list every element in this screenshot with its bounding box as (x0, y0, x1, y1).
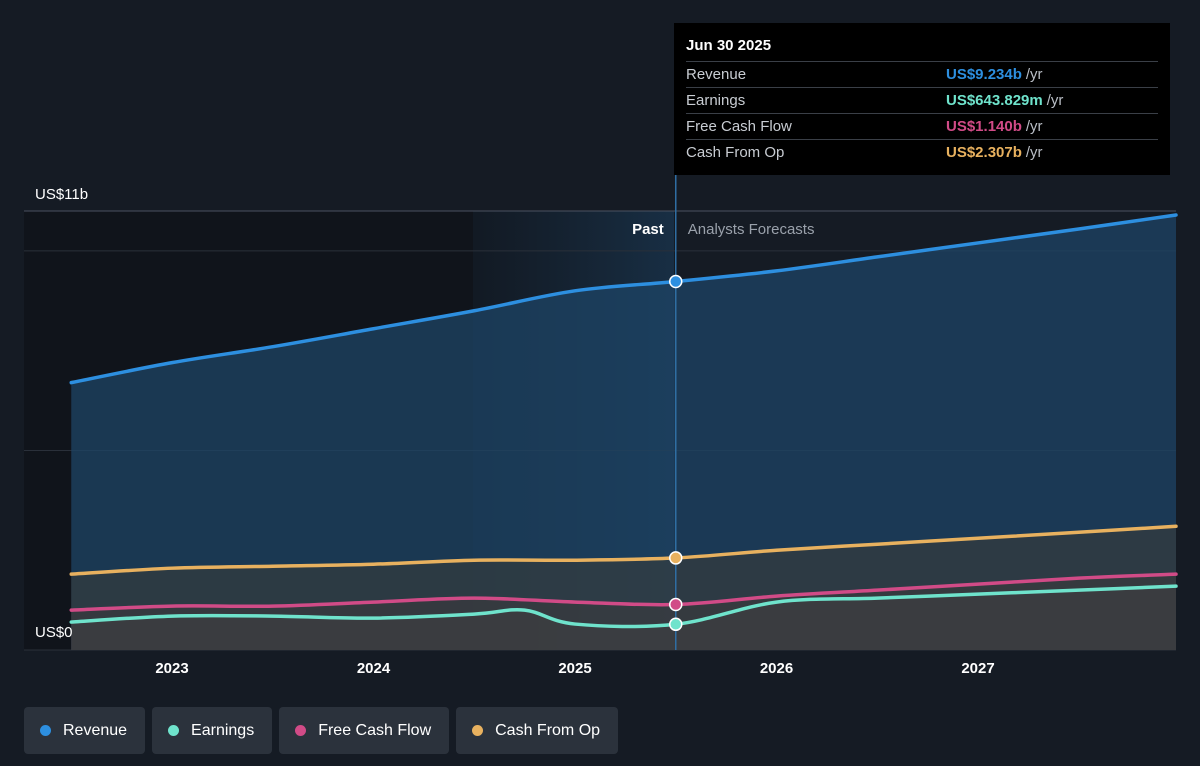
free-cash-flow-marker (669, 597, 683, 612)
legend-dot-icon (168, 725, 180, 736)
tooltip-date: Jun 30 2025 (686, 37, 772, 54)
cash-from-op-marker (669, 551, 683, 565)
tooltip-unit: /yr (1025, 66, 1043, 83)
x-axis-ticks: 2023 2024 2025 2026 2027 (155, 660, 994, 677)
x-tick-label: 2025 (558, 660, 591, 677)
legend-label: Free Cash Flow (318, 721, 432, 739)
revenue-marker (669, 274, 683, 289)
series-markers (669, 274, 683, 632)
tooltip-row-revenue: Revenue US$9.234b /yr (686, 61, 1158, 87)
tooltip-label: Free Cash Flow (686, 118, 792, 135)
earnings-marker (669, 617, 683, 632)
earnings-line (69, 584, 1178, 629)
tooltip-row-cash-from-op: Cash From Op US$2.307b /yr (686, 139, 1158, 165)
legend-item-earnings[interactable]: Earnings (152, 707, 273, 754)
legend-label: Revenue (63, 721, 128, 739)
tooltip-unit: /yr (1025, 144, 1043, 161)
legend-dot-icon (40, 725, 51, 736)
x-tick-label: 2027 (961, 660, 994, 677)
x-tick-label: 2024 (357, 660, 391, 677)
tooltip-label: Cash From Op (686, 144, 785, 161)
tooltip-panel: Jun 30 2025 Revenue US$9.234b /yr Earnin… (674, 23, 1170, 175)
tooltip-row-free-cash-flow: Free Cash Flow US$1.140b /yr (686, 113, 1158, 139)
x-tick-label: 2026 (760, 660, 793, 677)
tooltip-row-earnings: Earnings US$643.829m /yr (686, 87, 1158, 113)
tooltip-value: US$9.234b (946, 66, 1022, 83)
tooltip-unit: /yr (1046, 92, 1064, 109)
tooltip-unit: /yr (1025, 118, 1043, 135)
tooltip-value: US$1.140b (946, 118, 1022, 135)
legend-label: Earnings (191, 721, 255, 739)
legend-item-cash-from-op[interactable]: Cash From Op (456, 707, 619, 754)
tooltip-value: US$2.307b (946, 144, 1022, 161)
legend-item-free-cash-flow[interactable]: Free Cash Flow (279, 707, 450, 754)
legend: Revenue Earnings Free Cash Flow Cash Fro… (24, 707, 619, 754)
x-tick-label: 2023 (155, 660, 188, 677)
tooltip-label: Earnings (686, 92, 746, 109)
legend-item-revenue[interactable]: Revenue (24, 707, 146, 754)
past-label: Past (632, 221, 664, 238)
free-cash-flow-line (69, 572, 1178, 612)
cash-from-op-line (69, 524, 1178, 576)
legend-dot-icon (295, 725, 307, 736)
y-axis-bottom-label: US$0 (35, 624, 73, 641)
tooltip-value: US$643.829m (946, 92, 1043, 109)
y-axis-top-label: US$11b (35, 186, 88, 203)
revenue-line (69, 213, 1178, 385)
legend-dot-icon (472, 725, 484, 736)
legend-label: Cash From Op (495, 721, 601, 739)
series-lines (69, 213, 1178, 629)
tooltip-label: Revenue (686, 66, 747, 83)
forecast-label: Analysts Forecasts (688, 221, 815, 238)
chart-area: Past Analysts Forecasts US$11b US$0 2023… (24, 175, 1178, 677)
